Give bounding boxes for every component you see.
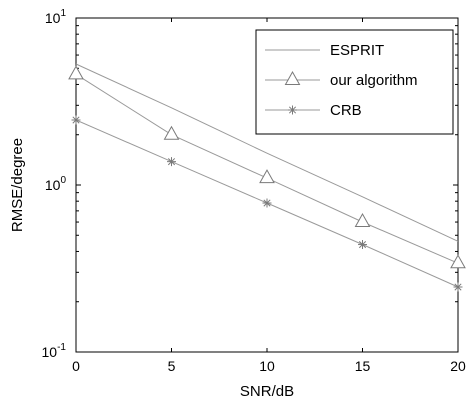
data-point-star [453,282,463,292]
x-tick-label: 10 [259,358,275,374]
legend-label-crb: CRB [330,102,362,119]
y-axis-label: RMSE/degree [9,138,26,232]
axis-ticks: 0 5 10 15 20 10-1 100 101 [42,8,466,374]
x-tick-label: 20 [450,358,466,374]
x-tick-label: 15 [355,358,371,374]
series-layer [68,63,466,292]
x-tick-label: 0 [72,358,80,374]
data-point-triangle [163,125,180,140]
legend: ESPRIT our algorithm CRB [255,29,454,135]
data-point-triangle [450,254,466,269]
legend-marker-triangle [284,70,301,85]
series-line-esprit [75,63,459,242]
legend-label-esprit: ESPRIT [330,42,384,59]
legend-label-our-algorithm: our algorithm [330,72,418,89]
y-tick-label: 100 [45,175,67,193]
data-point-triangle [68,65,84,80]
x-tick-label: 5 [168,358,176,374]
data-point-triangle [259,169,275,184]
y-tick-label: 101 [45,8,67,26]
x-axis-label: SNR/dB [240,383,294,400]
data-point-star [71,115,81,125]
data-point-star [167,157,176,167]
data-point-triangle [354,213,371,228]
legend-marker-star [288,105,297,115]
y-tick-label: 10-1 [42,342,67,360]
data-point-star [358,240,367,250]
data-point-star [262,198,272,208]
